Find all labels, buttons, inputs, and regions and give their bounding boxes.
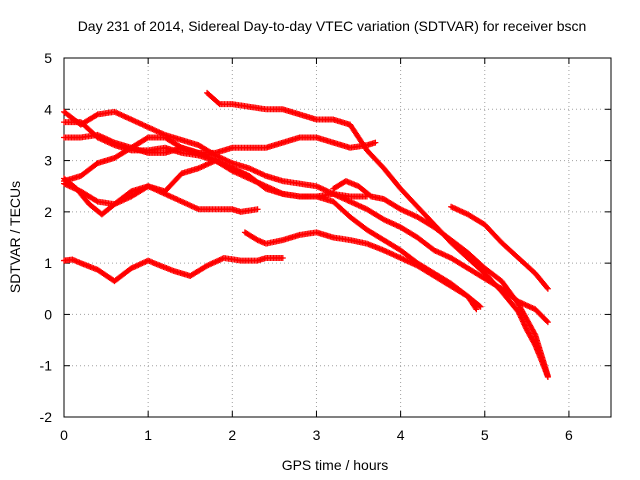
plot-frame [63, 57, 612, 418]
x-tick-label: 1 [144, 427, 152, 443]
series-track-10 [330, 178, 551, 379]
x-axis-title: GPS time / hours [282, 457, 389, 473]
y-axis-title: SDTVAR / TECUs [7, 181, 23, 293]
x-tick-label: 5 [481, 427, 489, 443]
x-tick-label: 4 [397, 427, 405, 443]
axis-ticks: 0 1 2 3 4 5 6 -2 -1 0 1 2 3 4 5 [40, 50, 611, 443]
y-tick-label: 3 [44, 153, 52, 169]
data-marks [61, 89, 551, 380]
data-point [473, 306, 480, 313]
data-point [93, 197, 100, 204]
series-track-2 [61, 180, 261, 215]
data-point [531, 330, 538, 337]
y-tick-label: 4 [44, 101, 52, 117]
data-point [215, 100, 222, 107]
y-tick-label: 0 [44, 306, 52, 322]
series-track-9 [241, 229, 484, 310]
series-track-1 [61, 255, 286, 285]
data-point [372, 139, 379, 146]
data-point [143, 135, 150, 142]
x-tick-label: 3 [313, 427, 321, 443]
data-point [544, 319, 551, 326]
data-point [279, 255, 286, 262]
y-tick-label: 5 [44, 50, 52, 66]
data-point [476, 302, 483, 309]
data-point [93, 112, 100, 119]
x-tick-label: 2 [228, 427, 236, 443]
y-tick-label: -2 [40, 409, 53, 425]
series-track-6 [61, 134, 480, 313]
data-point [544, 285, 551, 292]
data-point [477, 303, 484, 310]
series-track-11 [448, 203, 551, 292]
data-point [177, 143, 184, 150]
data-point [254, 206, 261, 213]
x-tick-label: 0 [60, 427, 68, 443]
data-point [543, 318, 550, 325]
chart-title: Day 231 of 2014, Sidereal Day-to-day VTE… [78, 18, 587, 34]
data-point [472, 305, 479, 312]
data-point [543, 284, 550, 291]
y-tick-label: 2 [44, 204, 52, 220]
data-point [544, 372, 551, 379]
y-tick-label: -1 [40, 358, 53, 374]
y-tick-label: 1 [44, 255, 52, 271]
x-tick-label: 6 [565, 427, 573, 443]
